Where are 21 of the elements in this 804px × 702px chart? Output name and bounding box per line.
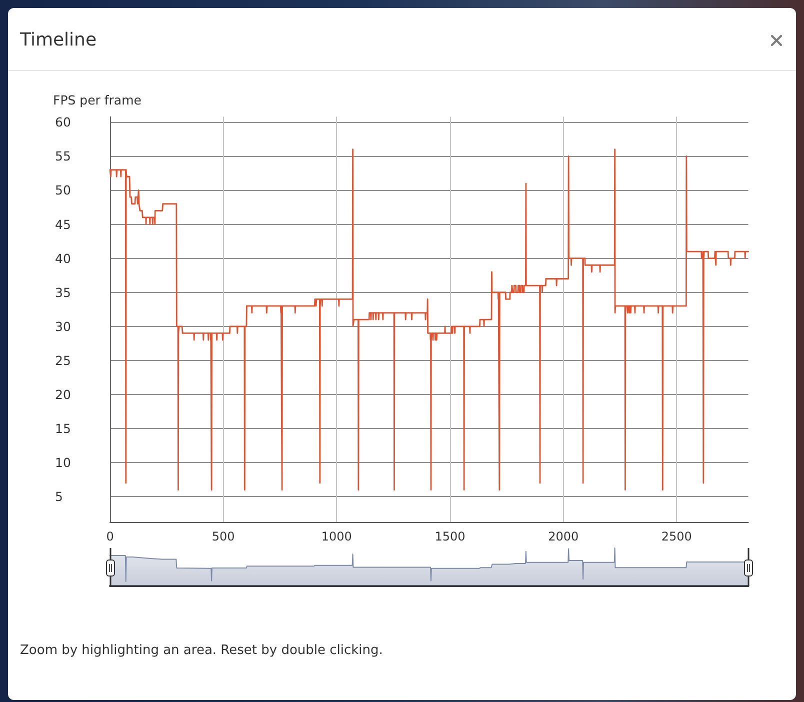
y-tick-label: 55 bbox=[55, 148, 71, 164]
y-tick-label: 25 bbox=[55, 352, 71, 368]
y-tick-label: 15 bbox=[55, 421, 71, 436]
x-tick-label: 1000 bbox=[321, 530, 352, 544]
x-tick-label: 0 bbox=[106, 530, 114, 544]
y-tick-label: 45 bbox=[55, 216, 71, 232]
y-tick-label: 20 bbox=[55, 386, 71, 402]
y-tick-label: 50 bbox=[55, 182, 71, 198]
y-tick-label: 40 bbox=[55, 250, 71, 266]
y-tick-label: 10 bbox=[55, 455, 71, 470]
y-tick-label: 35 bbox=[55, 284, 71, 300]
y-tick-label: 30 bbox=[55, 318, 71, 334]
x-tick-label: 1500 bbox=[434, 530, 466, 544]
x-tick-label: 500 bbox=[212, 530, 235, 544]
y-axis-title: FPS per frame bbox=[53, 92, 142, 108]
y-tick-label: 60 bbox=[55, 114, 71, 130]
x-tick-label: 2500 bbox=[661, 530, 692, 544]
text: Zoom by highlighting an area. Reset by double clicking. bbox=[20, 643, 383, 658]
y-tick-label: 5 bbox=[55, 489, 63, 504]
chart-title: Timeline bbox=[19, 30, 97, 50]
x-tick-label: 2000 bbox=[548, 530, 579, 544]
